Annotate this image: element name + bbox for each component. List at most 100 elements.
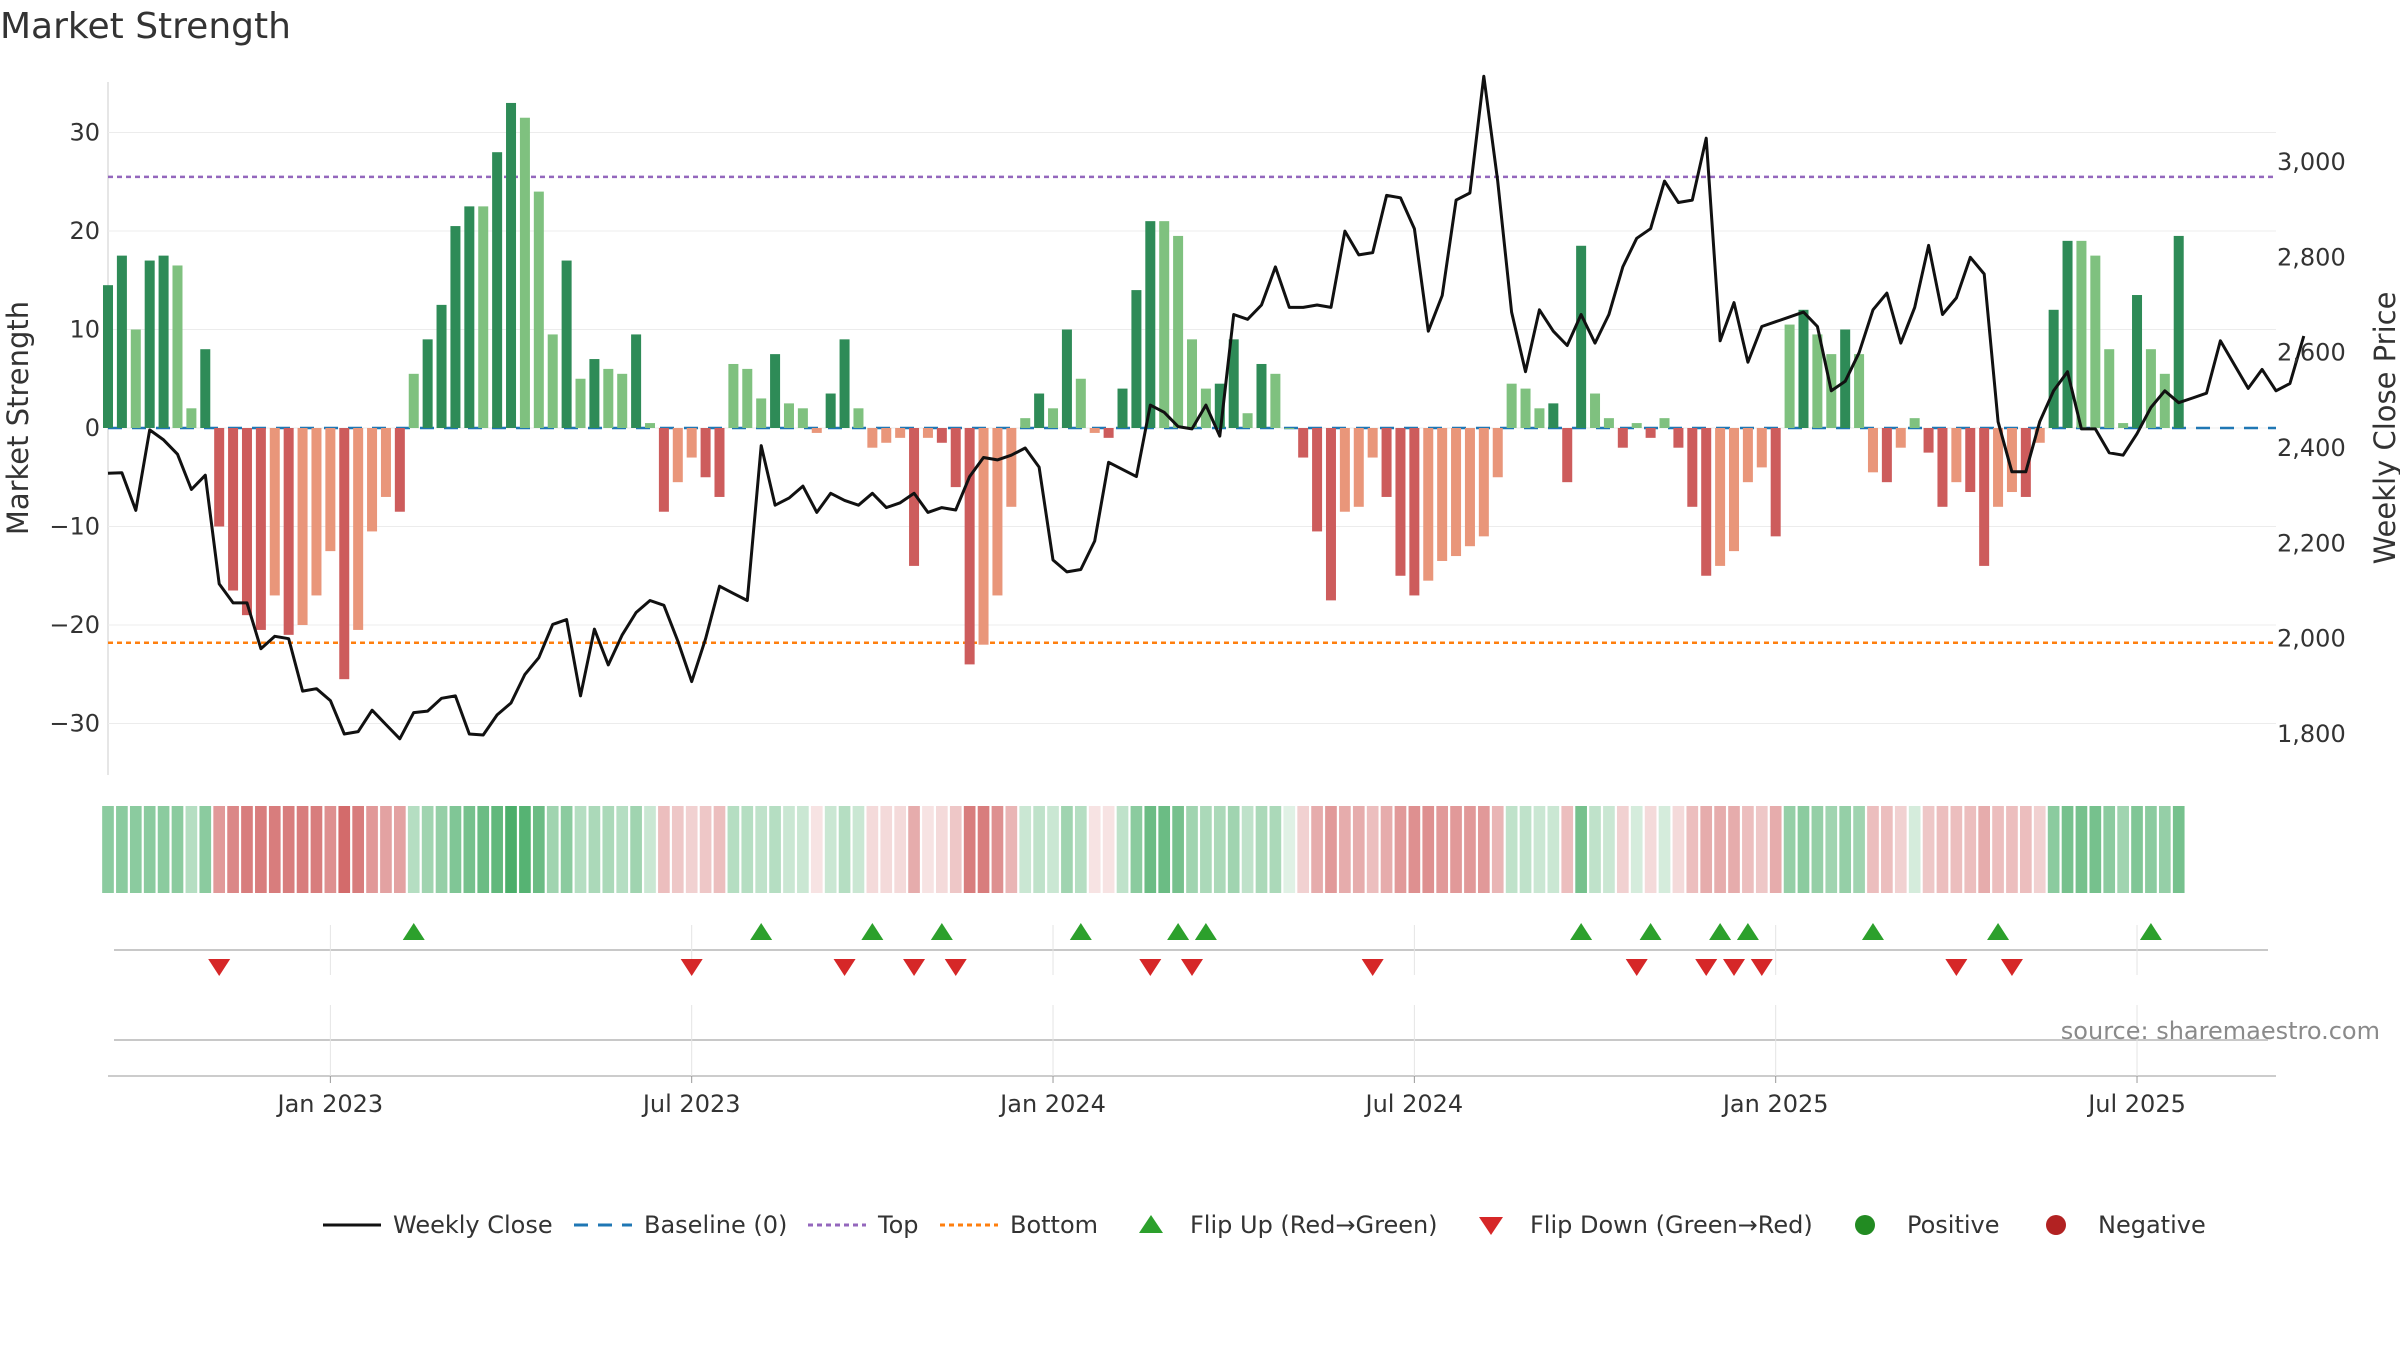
strength-bar	[1256, 363, 1267, 428]
heat-cell	[949, 806, 962, 893]
heat-cell	[2033, 806, 2046, 893]
flip-up-marker	[1709, 923, 1732, 940]
heat-cell	[366, 806, 378, 893]
heat-cell	[1366, 806, 1379, 893]
strength-bar	[1173, 235, 1184, 428]
strength-bar	[1284, 428, 1295, 429]
strength-bar	[102, 285, 114, 428]
heat-cell	[616, 806, 629, 893]
heat-cell	[171, 806, 184, 893]
heat-cell	[505, 806, 517, 893]
heat-cell	[755, 806, 768, 893]
strength-bar	[1548, 403, 1559, 428]
flip-up-marker	[1167, 923, 1190, 940]
strength-bar	[1159, 221, 1170, 428]
y-tick-label: 20	[69, 217, 100, 245]
heat-cell	[1964, 806, 1977, 893]
strength-bar	[978, 428, 989, 645]
strength-bar	[1075, 378, 1086, 428]
heat-cell	[519, 806, 531, 893]
heat-cell	[658, 806, 670, 893]
heat-cell	[1839, 806, 1852, 893]
strength-bar	[1520, 388, 1531, 428]
heat-cell	[1450, 806, 1462, 893]
heat-cell	[1533, 806, 1546, 893]
flip-up-marker	[930, 923, 953, 940]
heat-cell	[1589, 806, 1601, 893]
heat-cell	[852, 806, 865, 893]
strength-bar	[658, 428, 669, 512]
strength-bar	[1576, 245, 1587, 428]
heat-cell	[1213, 806, 1226, 893]
strength-bar	[2048, 309, 2059, 428]
strength-bar	[1979, 428, 1990, 566]
heat-cell	[129, 806, 142, 893]
strength-bar	[1784, 324, 1795, 428]
y-tick-label: 0	[85, 414, 100, 442]
strength-bar	[2034, 428, 2045, 443]
heat-cell	[1311, 806, 1323, 893]
strength-bar	[964, 428, 975, 665]
strength-bar	[1242, 413, 1253, 428]
heat-cell	[1047, 806, 1059, 893]
strength-bar	[881, 428, 892, 443]
strength-bar	[2145, 349, 2156, 428]
heat-cell	[116, 806, 128, 893]
flip-down-marker	[1625, 959, 1648, 976]
y2-tick-label: 3,000	[2277, 148, 2346, 176]
heat-cell	[1825, 806, 1838, 893]
strength-bar	[533, 191, 544, 428]
strength-bar	[547, 334, 558, 428]
strength-bar	[631, 334, 642, 428]
heat-cell	[296, 806, 309, 893]
heat-cell	[2172, 806, 2185, 893]
strength-bar	[1228, 339, 1239, 428]
legend-label-negative: Negative	[2098, 1211, 2206, 1239]
strength-bar	[297, 428, 308, 625]
heat-cell	[560, 806, 573, 893]
strength-bar	[1325, 428, 1336, 601]
heat-cell	[783, 806, 795, 893]
strength-bar	[1534, 408, 1545, 428]
strength-bar	[1214, 383, 1225, 428]
flip-down-marker	[1945, 959, 1968, 976]
heat-cell	[1603, 806, 1615, 893]
strength-bar	[617, 373, 628, 428]
legend-label-positive: Positive	[1907, 1211, 2000, 1239]
heat-cell	[713, 806, 726, 893]
heat-cell	[1478, 806, 1490, 893]
strength-bar	[561, 260, 572, 428]
flip-down-marker	[1139, 959, 1162, 976]
strength-bar	[672, 428, 683, 483]
heat-cell	[352, 806, 364, 893]
strength-bar	[478, 206, 489, 428]
strength-bar	[158, 255, 169, 428]
strength-bar	[1854, 354, 1865, 428]
strength-bar	[895, 428, 906, 438]
heat-cell	[1088, 806, 1101, 893]
strength-bar	[1715, 428, 1726, 566]
strength-bar	[255, 428, 266, 630]
close-price-line	[107, 74, 2306, 741]
flip-down-marker	[1695, 959, 1718, 976]
heat-cell	[1908, 806, 1921, 893]
strength-bar	[589, 359, 600, 428]
y2-tick-label: 2,800	[2277, 243, 2346, 271]
heat-cell	[1422, 806, 1435, 893]
legend-swatch-flip-down	[1479, 1217, 1503, 1235]
strength-bar	[506, 102, 517, 428]
strength-bar	[200, 349, 211, 428]
flip-down-marker	[680, 959, 703, 976]
heat-cell	[1325, 806, 1337, 893]
strength-bar	[1381, 428, 1392, 497]
heat-cell	[157, 806, 170, 893]
heat-cell	[394, 806, 406, 893]
strength-bar	[839, 339, 850, 428]
strength-bar	[2132, 295, 2143, 428]
strength-bar	[797, 408, 808, 428]
heat-cell	[963, 806, 976, 893]
heat-cell	[199, 806, 212, 893]
strength-bar	[2020, 428, 2031, 497]
